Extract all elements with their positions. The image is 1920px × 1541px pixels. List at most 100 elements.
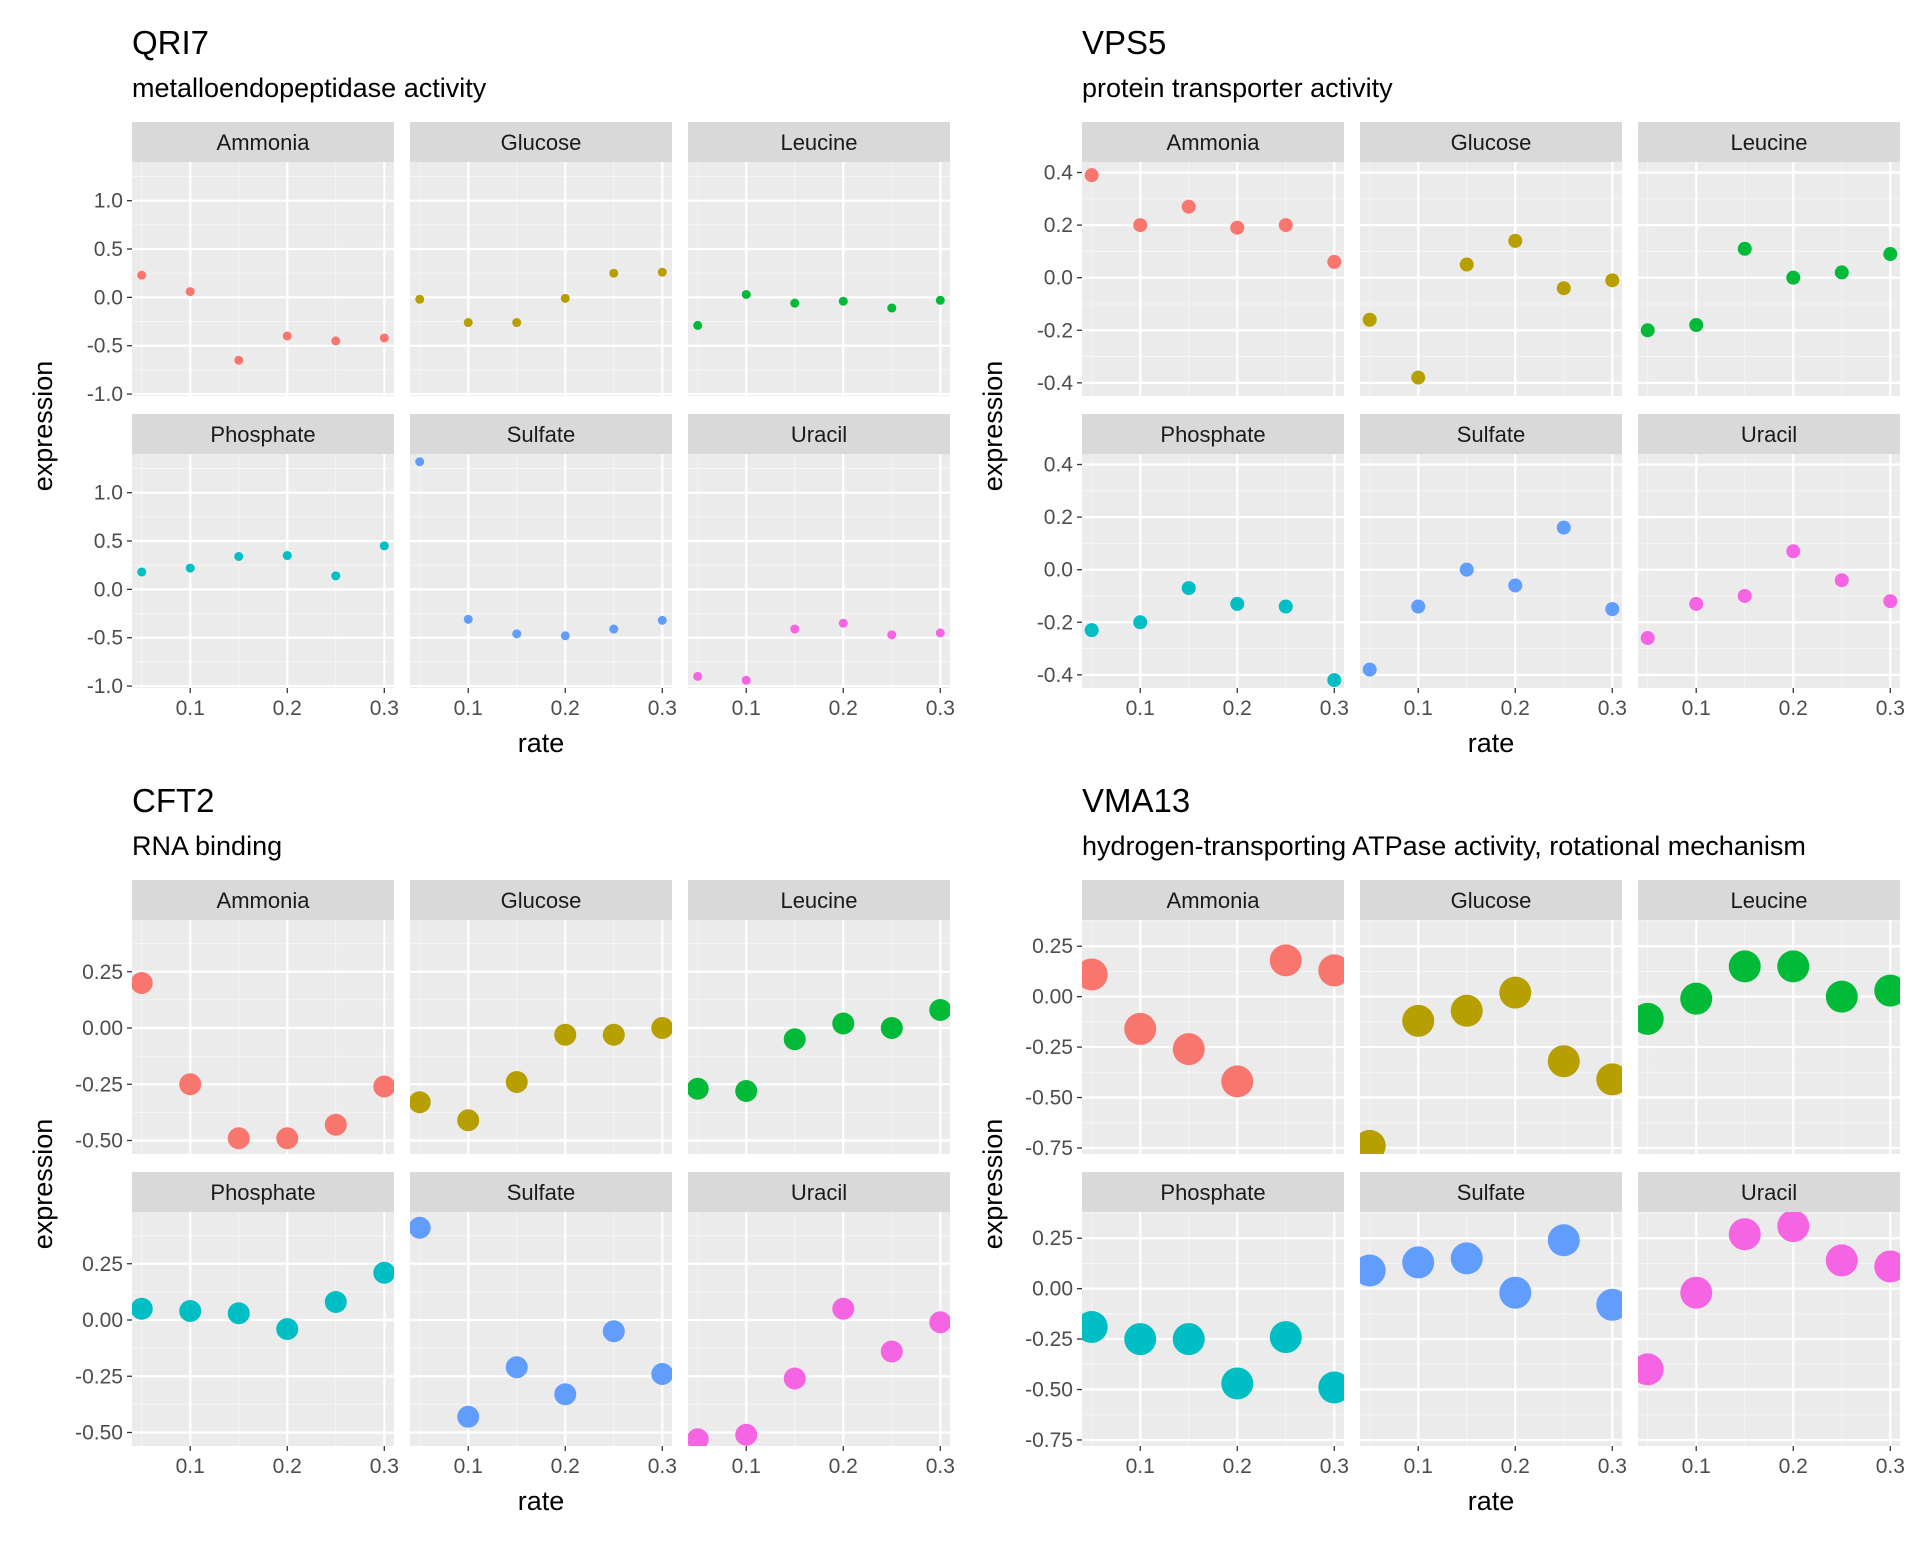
data-point xyxy=(227,1302,250,1325)
x-tick-label: 0.3 xyxy=(370,1455,399,1478)
y-tick-label: 0.2 xyxy=(1044,214,1073,237)
plot-panel xyxy=(688,1212,950,1446)
data-point xyxy=(324,1291,347,1313)
data-point xyxy=(609,624,619,634)
x-tick-label: 0.1 xyxy=(1126,1455,1155,1478)
x-tick-label: 0.1 xyxy=(176,1455,205,1478)
facet-strip xyxy=(410,414,672,454)
data-point xyxy=(929,1311,950,1334)
facet-panel-sulfate: Sulfate 0.1 0.2 0.3 xyxy=(410,414,677,720)
data-point xyxy=(554,1023,577,1046)
data-point xyxy=(463,614,473,624)
x-tick-label: 0.2 xyxy=(1223,1455,1252,1478)
data-point xyxy=(735,1423,758,1446)
y-tick-label: -1.0 xyxy=(87,383,123,406)
x-tick-label: 0.2 xyxy=(1223,697,1252,720)
facet-strip-label: Uracil xyxy=(1741,422,1797,447)
data-point xyxy=(1605,602,1620,617)
data-point xyxy=(838,618,848,628)
facet-strip xyxy=(132,122,394,162)
data-point xyxy=(688,1428,709,1446)
data-point xyxy=(185,563,195,573)
x-tick-label: 0.3 xyxy=(1876,1455,1905,1478)
data-point xyxy=(373,1261,394,1284)
x-tick-label: 0.3 xyxy=(648,1455,677,1478)
facet-strip xyxy=(1638,1172,1900,1212)
facet-panel-ammonia: Ammonia -0.4 -0.2 0.0 0.2 0.4 xyxy=(1037,122,1344,396)
plot-panel xyxy=(1082,162,1344,396)
facet-panel-phosphate: Phosphate -1.0 -0.5 0.0 0.5 1.0 0.1 0.2 0.3 xyxy=(87,414,399,720)
data-point xyxy=(1181,199,1196,214)
data-point xyxy=(741,289,751,299)
data-point xyxy=(657,615,667,625)
y-tick-label: 0.0 xyxy=(94,286,123,309)
x-tick-label: 0.3 xyxy=(370,697,399,720)
y-tick-label: -0.75 xyxy=(1025,1137,1073,1160)
data-point xyxy=(741,675,751,685)
x-tick-label: 0.2 xyxy=(829,697,858,720)
series-points xyxy=(132,1261,394,1340)
data-point xyxy=(512,318,522,328)
data-point xyxy=(1278,599,1293,614)
facet-strip-label: Uracil xyxy=(791,422,847,447)
data-point xyxy=(457,1405,480,1428)
facet-panel-phosphate: Phosphate -0.50 -0.25 0.00 0.25 0.1 0.2 0.3 xyxy=(75,1172,399,1478)
data-point xyxy=(1737,588,1752,603)
data-point xyxy=(1124,1012,1157,1045)
x-tick-label: 0.1 xyxy=(1404,697,1433,720)
data-point xyxy=(560,631,570,641)
data-point xyxy=(1327,254,1342,269)
data-point xyxy=(185,287,195,297)
data-point xyxy=(602,1320,625,1343)
facet-strip xyxy=(1082,122,1344,162)
facet-panel-ammonia: Ammonia -0.50 -0.25 0.00 0.25 xyxy=(75,880,394,1154)
y-tick-label: -1.0 xyxy=(87,675,123,698)
x-tick-label: 0.1 xyxy=(176,697,205,720)
data-point xyxy=(1172,1033,1205,1066)
data-point xyxy=(1640,631,1655,646)
data-point xyxy=(1269,1321,1302,1354)
y-tick-label: -0.25 xyxy=(75,1073,123,1096)
facet-panel-uracil: Uracil 0.1 0.2 0.3 xyxy=(1638,414,1905,720)
y-tick-label: -0.50 xyxy=(1025,1379,1073,1402)
y-tick-label: 0.00 xyxy=(1032,986,1073,1009)
facet-panel-uracil: Uracil 0.1 0.2 0.3 xyxy=(688,1172,955,1478)
facet-strip xyxy=(132,414,394,454)
facet-strip xyxy=(688,122,950,162)
x-tick-label: 0.1 xyxy=(1404,1455,1433,1478)
facet-strip xyxy=(1638,414,1900,454)
facet-strip xyxy=(1360,414,1622,454)
x-tick-label: 0.3 xyxy=(1320,697,1349,720)
data-point xyxy=(1221,1065,1254,1098)
series-points xyxy=(688,999,950,1102)
y-axis-title: expression xyxy=(28,361,58,492)
y-tick-label: -0.25 xyxy=(1025,1036,1073,1059)
data-point xyxy=(324,1113,347,1136)
data-point xyxy=(688,1077,709,1100)
data-point xyxy=(1082,1310,1108,1343)
data-point xyxy=(1133,615,1148,630)
data-point xyxy=(783,1028,806,1051)
y-tick-label: 1.0 xyxy=(94,190,123,213)
series-points xyxy=(1640,544,1898,646)
data-point xyxy=(1360,1254,1386,1287)
data-point xyxy=(1556,520,1571,535)
series-points xyxy=(137,541,389,581)
data-point xyxy=(132,972,153,994)
data-point xyxy=(1459,562,1474,577)
x-tick-label: 0.3 xyxy=(1598,697,1627,720)
y-tick-label: 0.0 xyxy=(1044,559,1073,582)
facet-strip xyxy=(132,880,394,920)
plot-panel xyxy=(410,920,672,1154)
data-point xyxy=(1499,1276,1532,1309)
x-tick-label: 0.3 xyxy=(1598,1455,1627,1478)
x-tick-label: 0.3 xyxy=(1876,697,1905,720)
data-point xyxy=(137,567,147,577)
data-point xyxy=(1362,662,1377,677)
facet-strip xyxy=(410,880,672,920)
facet-strip xyxy=(1638,880,1900,920)
x-tick-label: 0.3 xyxy=(926,697,955,720)
facet-strip-label: Ammonia xyxy=(217,130,311,155)
plot-panel xyxy=(410,1212,672,1446)
plot-panel xyxy=(132,162,394,396)
